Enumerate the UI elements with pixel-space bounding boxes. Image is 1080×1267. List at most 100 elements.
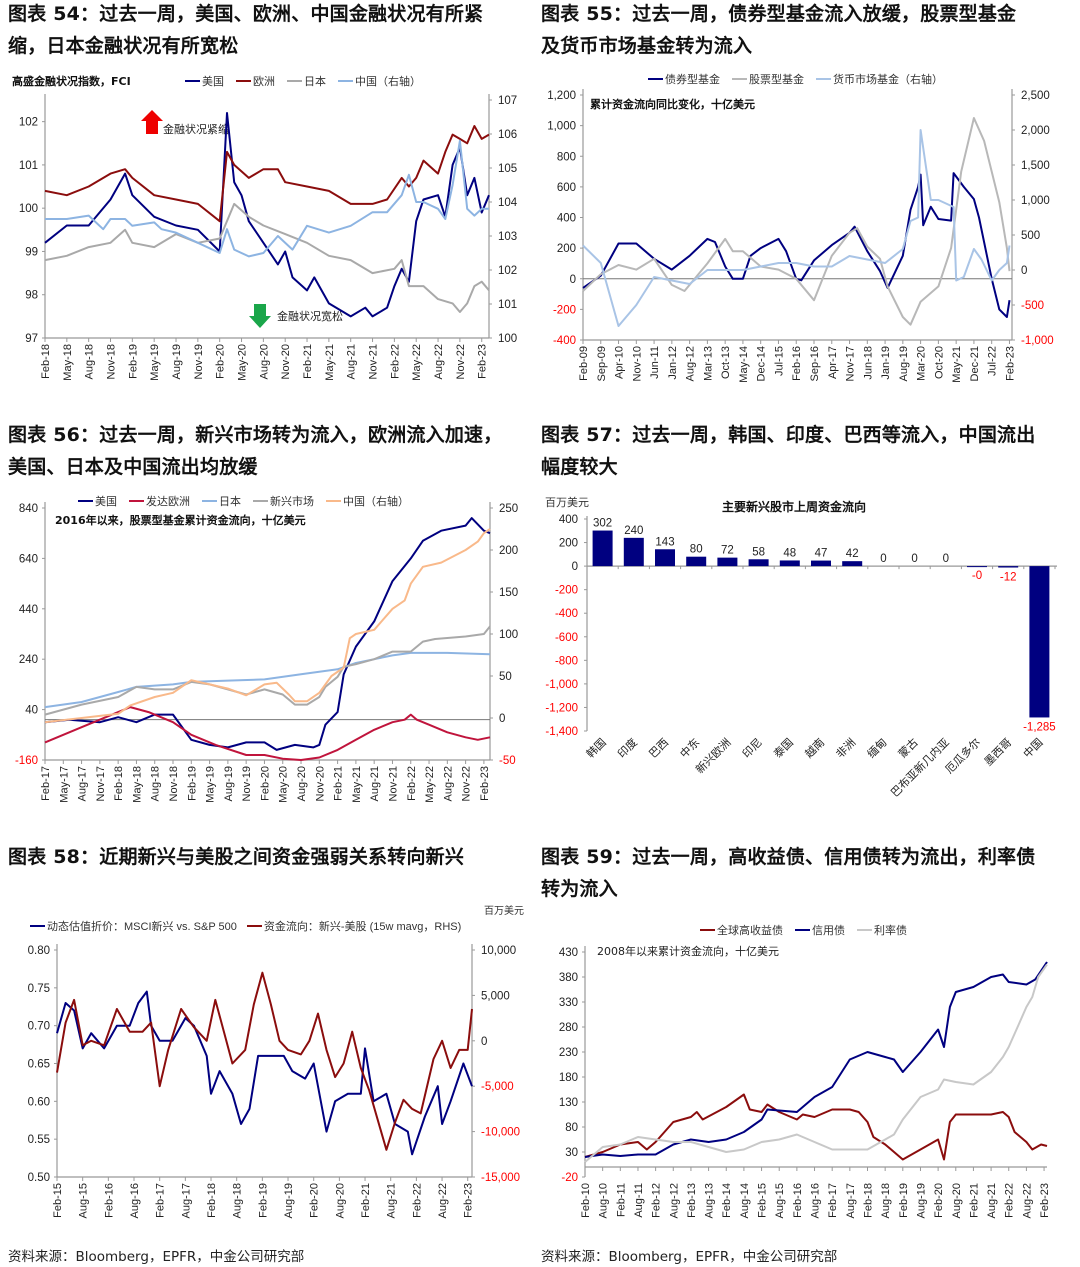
- chart-57-unit: 百万美元: [545, 496, 589, 509]
- legend-label: 债券型基金: [665, 73, 720, 86]
- legend-item: 动态估值折价：MSCI新兴 vs. S&P 500: [30, 918, 237, 934]
- title-line: 美国、日本及中国流出均放缓: [8, 456, 258, 478]
- y-tick-label-left: 380: [559, 972, 578, 984]
- category-label: 中国: [1021, 736, 1046, 761]
- x-tick-label: Nov-22: [455, 344, 467, 379]
- y-tick-label-right: -10,000: [481, 1127, 520, 1139]
- legend-item: 股票型基金: [732, 71, 804, 87]
- x-tick-label: Feb-17: [155, 1183, 167, 1218]
- chart-55-title: 图表 55：过去一周，债券型基金流入放缓，股票型基金 及货币市场基金转为流入: [541, 0, 1016, 62]
- y-tick-label-right: 250: [499, 503, 518, 515]
- x-tick-label: Aug-21: [369, 766, 381, 801]
- y-tick-label-right: 105: [498, 163, 517, 175]
- x-tick-label: May-20: [278, 766, 290, 803]
- chart-55-legend: 债券型基金 股票型基金 货币市场基金（右轴）: [648, 71, 943, 87]
- x-tick-label: Aug-17: [845, 1183, 857, 1218]
- y-tick-label-right: -50: [499, 755, 516, 767]
- x-tick-label: May-21: [951, 346, 963, 383]
- title-line: 图表 57：过去一周，韩国、印度、巴西等流入，中国流出: [541, 424, 1036, 446]
- legend-swatch: [253, 499, 268, 503]
- y-tick-label-right: 2,000: [1021, 125, 1050, 137]
- x-tick-label: Feb-22: [411, 1183, 423, 1218]
- x-tick-label: May-17: [58, 766, 70, 803]
- x-tick-label: Feb-22: [406, 766, 418, 801]
- title-line: 及货币市场基金转为流入: [541, 35, 753, 57]
- y-tick-label-left: 840: [19, 503, 38, 515]
- x-tick-label: Aug-21: [346, 344, 358, 379]
- series-line-2: [44, 202, 490, 313]
- category-label: 巴西: [647, 737, 671, 761]
- y-tick-label-left: 0.50: [28, 1172, 50, 1184]
- x-tick-label: Nov-20: [280, 344, 292, 379]
- x-tick-label: Aug-19: [915, 1183, 927, 1218]
- title-line: 图表 58：近期新兴与美股之间资金强弱关系转向新兴: [8, 846, 465, 868]
- x-tick-label: Feb-21: [360, 1183, 372, 1218]
- x-tick-label: Apr-17: [827, 346, 839, 379]
- x-tick-label: Aug-18: [84, 344, 96, 379]
- bar-8: [842, 561, 863, 567]
- x-tick-label: Feb-13: [686, 1183, 698, 1218]
- title-line: 转为流入: [541, 878, 618, 900]
- x-tick-label: May-22: [411, 344, 423, 381]
- x-tick-label: Nov-18: [106, 344, 118, 379]
- chart-55-subtitle: 累计资金流向同比变化，十亿美元: [590, 98, 755, 111]
- x-tick-label: Feb-18: [40, 344, 52, 379]
- y-tick-label-right: 1,500: [1021, 160, 1050, 172]
- x-tick-label: Feb-23: [1039, 1183, 1051, 1218]
- x-tick-label: Aug-10: [598, 1183, 610, 1218]
- x-tick-label: Feb-18: [862, 1183, 874, 1218]
- y-tick-label-left: 240: [19, 654, 38, 666]
- chart-0-plot: 97 98 99 100 101 102 100 101 102 103 104 105 106 107 F…: [19, 94, 518, 381]
- y-tick-label-right: -1,000: [1021, 335, 1054, 347]
- x-tick-label: May-20: [237, 344, 249, 381]
- legend-swatch: [129, 499, 144, 503]
- y-tick-label-left: 0.75: [28, 983, 50, 995]
- x-tick-label: Jan-12: [667, 346, 679, 380]
- bar-value-label: -12: [1000, 572, 1017, 584]
- x-tick-label: Feb-20: [933, 1183, 945, 1218]
- x-tick-label: Jul-22: [987, 346, 999, 376]
- y-tick-label-left: 1,000: [547, 121, 576, 133]
- x-tick-label: Dec-21: [969, 346, 981, 381]
- category-label: 墨西哥: [982, 736, 1015, 769]
- y-tick-label-right: -5,000: [481, 1081, 514, 1093]
- chart-54-legend: 美国 欧洲 日本 中国（右轴）: [185, 73, 421, 89]
- x-tick-label: Feb-20: [309, 1183, 321, 1218]
- y-tick-label-right: 100: [498, 333, 517, 345]
- x-tick-label: Mar-13: [702, 346, 714, 381]
- series-line-0: [44, 517, 491, 751]
- y-tick-label-right: 2,500: [1021, 90, 1050, 102]
- series-line-2: [582, 129, 1011, 327]
- series-line-1: [582, 117, 1011, 326]
- bar-value-label: 48: [783, 547, 796, 559]
- source-note-right: 资料来源：Bloomberg，EPFR，中金公司研究部: [541, 1249, 838, 1265]
- y-tick-label-left: 200: [557, 243, 576, 255]
- y-tick-label: -1,000: [545, 679, 578, 691]
- bar-value-label: 143: [655, 536, 674, 548]
- y-tick-label-right: 500: [1021, 230, 1040, 242]
- y-tick-label-left: 97: [25, 333, 38, 345]
- chart-58-title: 图表 58：近期新兴与美股之间资金强弱关系转向新兴: [8, 841, 464, 873]
- bar-4: [717, 557, 738, 567]
- bar-1: [623, 537, 644, 567]
- x-tick-label: Aug-15: [774, 1183, 786, 1218]
- y-tick-label-right: 106: [498, 129, 517, 141]
- x-tick-label: Feb-21: [302, 344, 314, 379]
- x-tick-label: Feb-19: [898, 1183, 910, 1218]
- title-line: 图表 54：过去一周，美国、欧洲、中国金融状况有所紧: [8, 3, 484, 25]
- legend-label: 日本: [219, 495, 241, 508]
- chart-58-unit: 百万美元: [484, 906, 524, 917]
- series-line-3: [44, 625, 491, 716]
- x-tick-label: Feb-19: [186, 766, 198, 801]
- x-tick-label: Nov-20: [314, 766, 326, 801]
- x-tick-label: Aug-19: [898, 346, 910, 381]
- y-tick-label-left: 0.80: [28, 945, 50, 957]
- x-tick-label: Feb-18: [113, 766, 125, 801]
- x-tick-label: Nov-18: [168, 766, 180, 801]
- chart-4-plot: 0.50 0.55 0.60 0.65 0.70 0.75 0.80 -15,000 -10,0…: [28, 944, 520, 1218]
- title-line: 图表 59：过去一周，高收益债、信用债转为流出，利率债: [541, 846, 1036, 868]
- bar-value-label: 58: [752, 546, 765, 558]
- legend-item: 债券型基金: [648, 71, 720, 87]
- legend-swatch: [816, 77, 831, 81]
- chart-56-legend: 美国 发达欧洲 日本 新兴市场 中国（右轴）: [78, 493, 409, 509]
